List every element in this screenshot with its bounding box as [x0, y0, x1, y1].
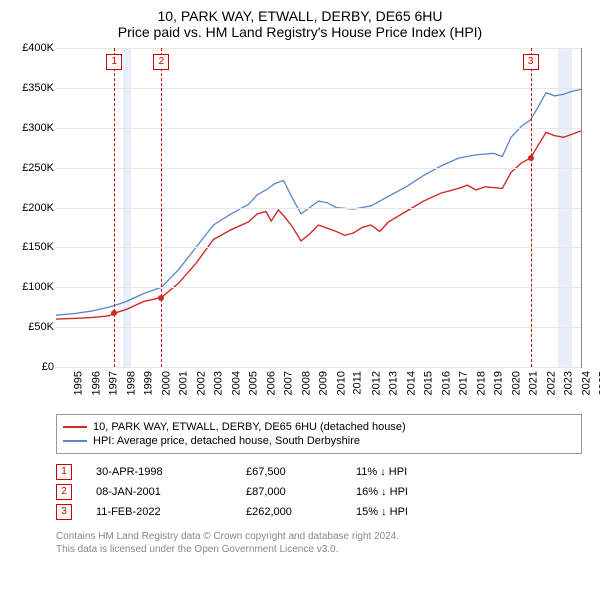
- x-axis-label: 2022: [545, 371, 547, 395]
- events-table: 1 30-APR-1998£67,50011% ↓ HPI 2 08-JAN-2001…: [56, 464, 582, 520]
- event-point: [111, 310, 117, 316]
- event-number-marker: 3: [523, 54, 539, 70]
- x-axis-label: 2003: [212, 371, 214, 395]
- event-price: £87,000: [246, 486, 356, 498]
- event-number: 2: [56, 484, 72, 500]
- legend-box: 10, PARK WAY, ETWALL, DERBY, DE65 6HU (d…: [56, 414, 582, 454]
- x-axis-label: 2005: [247, 371, 249, 395]
- event-line: [114, 48, 115, 367]
- event-number: 1: [56, 464, 72, 480]
- grid-line: [56, 48, 581, 49]
- legend-item: 10, PARK WAY, ETWALL, DERBY, DE65 6HU (d…: [63, 421, 575, 433]
- x-axis-label: 2012: [370, 371, 372, 395]
- x-axis-label: 2018: [475, 371, 477, 395]
- footer-line2: This data is licensed under the Open Gov…: [56, 543, 588, 556]
- event-point: [528, 155, 534, 161]
- x-axis-label: 2009: [317, 371, 319, 395]
- series-line-price_paid: [56, 131, 581, 319]
- events-row: 1 30-APR-1998£67,50011% ↓ HPI: [56, 464, 582, 480]
- x-axis-label: 2011: [352, 371, 354, 395]
- event-delta: 16% ↓ HPI: [356, 486, 466, 498]
- y-axis-label: £250K: [12, 162, 54, 174]
- event-delta: 11% ↓ HPI: [356, 466, 466, 478]
- y-axis-label: £100K: [12, 281, 54, 293]
- x-axis-label: 2015: [422, 371, 424, 395]
- x-axis-label: 1999: [142, 371, 144, 395]
- x-axis-label: 2014: [405, 371, 407, 395]
- x-axis-label: 2025: [597, 371, 599, 395]
- x-axis-label: 1998: [125, 371, 127, 395]
- event-price: £262,000: [246, 506, 356, 518]
- chart-title-line1: 10, PARK WAY, ETWALL, DERBY, DE65 6HU: [12, 6, 588, 24]
- event-line: [161, 48, 162, 367]
- x-axis-label: 2016: [440, 371, 442, 395]
- x-axis-label: 2001: [177, 371, 179, 395]
- x-axis-label: 2019: [492, 371, 494, 395]
- y-axis-label: £350K: [12, 82, 54, 94]
- footer-line1: Contains HM Land Registry data © Crown c…: [56, 530, 588, 543]
- events-row: 3 11-FEB-2022£262,00015% ↓ HPI: [56, 504, 582, 520]
- event-number-marker: 2: [153, 54, 169, 70]
- event-number: 3: [56, 504, 72, 520]
- y-axis-label: £400K: [12, 42, 54, 54]
- x-axis-label: 2010: [335, 371, 337, 395]
- event-date: 11-FEB-2022: [96, 506, 246, 518]
- legend-label: HPI: Average price, detached house, Sout…: [93, 435, 360, 447]
- chart-box: £0£50K£100K£150K£200K£250K£300K£350K£400…: [46, 48, 582, 408]
- x-axis-label: 2023: [562, 371, 564, 395]
- event-line: [531, 48, 532, 367]
- x-axis-label: 2013: [387, 371, 389, 395]
- x-axis-label: 2004: [230, 371, 232, 395]
- x-axis-label: 2002: [195, 371, 197, 395]
- x-axis-label: 1995: [72, 371, 74, 395]
- grid-line: [56, 128, 581, 129]
- legend-swatch: [63, 426, 87, 428]
- legend-swatch: [63, 440, 87, 442]
- y-axis-label: £200K: [12, 202, 54, 214]
- x-axis-label: 1996: [90, 371, 92, 395]
- chart-title-line2: Price paid vs. HM Land Registry's House …: [12, 24, 588, 40]
- x-axis-label: 2007: [282, 371, 284, 395]
- grid-line: [56, 168, 581, 169]
- x-axis-label: 2024: [580, 371, 582, 395]
- plot-area: £0£50K£100K£150K£200K£250K£300K£350K£400…: [56, 48, 582, 368]
- legend-label: 10, PARK WAY, ETWALL, DERBY, DE65 6HU (d…: [93, 421, 406, 433]
- x-axis-label: 2017: [457, 371, 459, 395]
- x-axis-label: 2020: [510, 371, 512, 395]
- event-number-marker: 1: [106, 54, 122, 70]
- event-point: [158, 295, 164, 301]
- grid-line: [56, 208, 581, 209]
- y-axis-label: £0: [12, 361, 54, 373]
- x-axis-label: 2021: [527, 371, 529, 395]
- grid-line: [56, 88, 581, 89]
- event-date: 08-JAN-2001: [96, 486, 246, 498]
- event-price: £67,500: [246, 466, 356, 478]
- grid-line: [56, 247, 581, 248]
- event-date: 30-APR-1998: [96, 466, 246, 478]
- event-delta: 15% ↓ HPI: [356, 506, 466, 518]
- grid-line: [56, 367, 581, 368]
- footer-text: Contains HM Land Registry data © Crown c…: [56, 530, 588, 556]
- x-axis-label: 1997: [107, 371, 109, 395]
- series-line-hpi: [56, 90, 581, 316]
- x-axis-label: 2006: [265, 371, 267, 395]
- grid-line: [56, 327, 581, 328]
- x-axis-label: 2008: [300, 371, 302, 395]
- legend-item: HPI: Average price, detached house, Sout…: [63, 435, 575, 447]
- y-axis-label: £50K: [12, 321, 54, 333]
- y-axis-label: £150K: [12, 241, 54, 253]
- grid-line: [56, 287, 581, 288]
- x-axis-label: 2000: [160, 371, 162, 395]
- figure-container: 10, PARK WAY, ETWALL, DERBY, DE65 6HU Pr…: [0, 0, 600, 566]
- y-axis-label: £300K: [12, 122, 54, 134]
- events-row: 2 08-JAN-2001£87,00016% ↓ HPI: [56, 484, 582, 500]
